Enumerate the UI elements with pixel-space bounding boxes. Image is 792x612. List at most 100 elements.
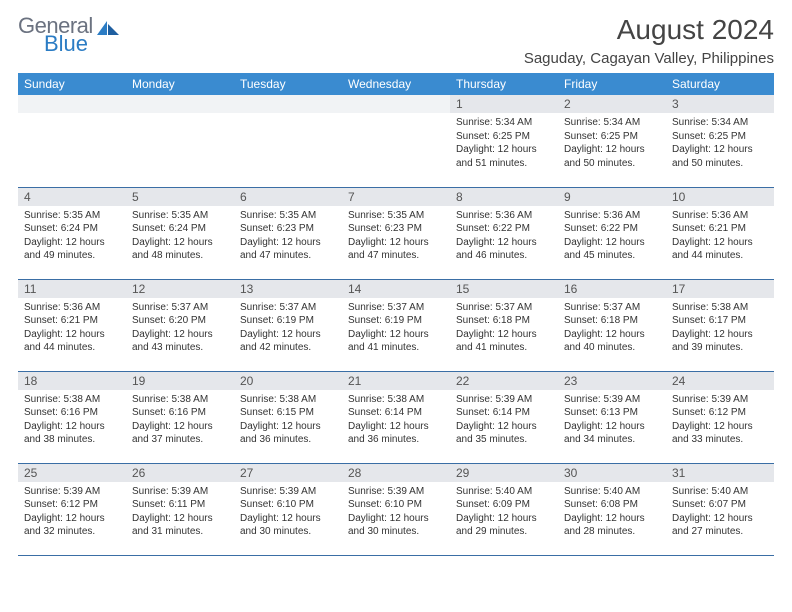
sunset-line: Sunset: 6:15 PM — [240, 406, 336, 420]
daylight-line: Daylight: 12 hours and 28 minutes. — [564, 512, 660, 539]
sunset-line: Sunset: 6:25 PM — [672, 130, 768, 144]
day-number: 19 — [126, 372, 234, 390]
weekday-header: Monday — [126, 73, 234, 95]
calendar-cell: 8Sunrise: 5:36 AMSunset: 6:22 PMDaylight… — [450, 187, 558, 279]
day-number — [342, 95, 450, 113]
daylight-line: Daylight: 12 hours and 50 minutes. — [564, 143, 660, 170]
calendar-cell: 1Sunrise: 5:34 AMSunset: 6:25 PMDaylight… — [450, 95, 558, 187]
sunrise-line: Sunrise: 5:40 AM — [672, 485, 768, 499]
sunset-line: Sunset: 6:23 PM — [240, 222, 336, 236]
calendar-cell: 21Sunrise: 5:38 AMSunset: 6:14 PMDayligh… — [342, 371, 450, 463]
day-info: Sunrise: 5:36 AMSunset: 6:22 PMDaylight:… — [450, 206, 558, 267]
daylight-line: Daylight: 12 hours and 30 minutes. — [348, 512, 444, 539]
day-number: 1 — [450, 95, 558, 113]
daylight-line: Daylight: 12 hours and 50 minutes. — [672, 143, 768, 170]
day-info: Sunrise: 5:40 AMSunset: 6:07 PMDaylight:… — [666, 482, 774, 543]
sunset-line: Sunset: 6:22 PM — [456, 222, 552, 236]
weekday-header: Sunday — [18, 73, 126, 95]
daylight-line: Daylight: 12 hours and 39 minutes. — [672, 328, 768, 355]
day-number: 14 — [342, 280, 450, 298]
day-info: Sunrise: 5:35 AMSunset: 6:24 PMDaylight:… — [126, 206, 234, 267]
calendar-cell — [342, 95, 450, 187]
day-number: 30 — [558, 464, 666, 482]
daylight-line: Daylight: 12 hours and 46 minutes. — [456, 236, 552, 263]
day-info: Sunrise: 5:35 AMSunset: 6:23 PMDaylight:… — [234, 206, 342, 267]
calendar-cell: 16Sunrise: 5:37 AMSunset: 6:18 PMDayligh… — [558, 279, 666, 371]
calendar-cell — [126, 95, 234, 187]
weekday-header: Friday — [558, 73, 666, 95]
day-info: Sunrise: 5:38 AMSunset: 6:16 PMDaylight:… — [18, 390, 126, 451]
day-number: 20 — [234, 372, 342, 390]
day-info: Sunrise: 5:37 AMSunset: 6:19 PMDaylight:… — [234, 298, 342, 359]
sunrise-line: Sunrise: 5:39 AM — [132, 485, 228, 499]
sunset-line: Sunset: 6:08 PM — [564, 498, 660, 512]
sunset-line: Sunset: 6:16 PM — [24, 406, 120, 420]
sunrise-line: Sunrise: 5:39 AM — [672, 393, 768, 407]
day-number: 7 — [342, 188, 450, 206]
sunset-line: Sunset: 6:17 PM — [672, 314, 768, 328]
day-number — [126, 95, 234, 113]
sunset-line: Sunset: 6:18 PM — [456, 314, 552, 328]
day-number: 24 — [666, 372, 774, 390]
daylight-line: Daylight: 12 hours and 34 minutes. — [564, 420, 660, 447]
daylight-line: Daylight: 12 hours and 49 minutes. — [24, 236, 120, 263]
daylight-line: Daylight: 12 hours and 37 minutes. — [132, 420, 228, 447]
day-number — [18, 95, 126, 113]
day-info: Sunrise: 5:39 AMSunset: 6:11 PMDaylight:… — [126, 482, 234, 543]
day-number: 23 — [558, 372, 666, 390]
sunset-line: Sunset: 6:24 PM — [24, 222, 120, 236]
day-info: Sunrise: 5:36 AMSunset: 6:21 PMDaylight:… — [666, 206, 774, 267]
logo-text-blue: Blue — [44, 32, 119, 55]
day-info: Sunrise: 5:36 AMSunset: 6:22 PMDaylight:… — [558, 206, 666, 267]
sunrise-line: Sunrise: 5:37 AM — [132, 301, 228, 315]
day-number: 25 — [18, 464, 126, 482]
day-info: Sunrise: 5:38 AMSunset: 6:16 PMDaylight:… — [126, 390, 234, 451]
calendar-cell: 31Sunrise: 5:40 AMSunset: 6:07 PMDayligh… — [666, 463, 774, 555]
sunset-line: Sunset: 6:19 PM — [348, 314, 444, 328]
sunrise-line: Sunrise: 5:37 AM — [240, 301, 336, 315]
sunrise-line: Sunrise: 5:36 AM — [456, 209, 552, 223]
day-number: 28 — [342, 464, 450, 482]
day-number: 22 — [450, 372, 558, 390]
daylight-line: Daylight: 12 hours and 41 minutes. — [348, 328, 444, 355]
day-info: Sunrise: 5:37 AMSunset: 6:20 PMDaylight:… — [126, 298, 234, 359]
sunset-line: Sunset: 6:10 PM — [240, 498, 336, 512]
day-info: Sunrise: 5:35 AMSunset: 6:24 PMDaylight:… — [18, 206, 126, 267]
sunset-line: Sunset: 6:20 PM — [132, 314, 228, 328]
day-info: Sunrise: 5:39 AMSunset: 6:12 PMDaylight:… — [18, 482, 126, 543]
calendar-cell: 6Sunrise: 5:35 AMSunset: 6:23 PMDaylight… — [234, 187, 342, 279]
weekday-header: Tuesday — [234, 73, 342, 95]
sunrise-line: Sunrise: 5:36 AM — [564, 209, 660, 223]
day-info: Sunrise: 5:38 AMSunset: 6:15 PMDaylight:… — [234, 390, 342, 451]
sunrise-line: Sunrise: 5:34 AM — [672, 116, 768, 130]
calendar-cell: 24Sunrise: 5:39 AMSunset: 6:12 PMDayligh… — [666, 371, 774, 463]
sunrise-line: Sunrise: 5:39 AM — [564, 393, 660, 407]
day-number: 3 — [666, 95, 774, 113]
calendar-cell: 23Sunrise: 5:39 AMSunset: 6:13 PMDayligh… — [558, 371, 666, 463]
sunrise-line: Sunrise: 5:39 AM — [456, 393, 552, 407]
logo-sail-icon — [97, 19, 119, 35]
sunrise-line: Sunrise: 5:39 AM — [348, 485, 444, 499]
daylight-line: Daylight: 12 hours and 29 minutes. — [456, 512, 552, 539]
day-number: 10 — [666, 188, 774, 206]
sunrise-line: Sunrise: 5:40 AM — [564, 485, 660, 499]
sunrise-line: Sunrise: 5:38 AM — [672, 301, 768, 315]
day-info: Sunrise: 5:38 AMSunset: 6:14 PMDaylight:… — [342, 390, 450, 451]
calendar-row: 25Sunrise: 5:39 AMSunset: 6:12 PMDayligh… — [18, 463, 774, 555]
day-number: 21 — [342, 372, 450, 390]
calendar-row: 11Sunrise: 5:36 AMSunset: 6:21 PMDayligh… — [18, 279, 774, 371]
day-info: Sunrise: 5:37 AMSunset: 6:19 PMDaylight:… — [342, 298, 450, 359]
calendar-cell: 20Sunrise: 5:38 AMSunset: 6:15 PMDayligh… — [234, 371, 342, 463]
daylight-line: Daylight: 12 hours and 41 minutes. — [456, 328, 552, 355]
sunset-line: Sunset: 6:11 PM — [132, 498, 228, 512]
calendar-body: 1Sunrise: 5:34 AMSunset: 6:25 PMDaylight… — [18, 95, 774, 555]
day-number: 2 — [558, 95, 666, 113]
calendar-cell: 12Sunrise: 5:37 AMSunset: 6:20 PMDayligh… — [126, 279, 234, 371]
daylight-line: Daylight: 12 hours and 48 minutes. — [132, 236, 228, 263]
calendar-cell: 26Sunrise: 5:39 AMSunset: 6:11 PMDayligh… — [126, 463, 234, 555]
sunrise-line: Sunrise: 5:35 AM — [348, 209, 444, 223]
day-number: 16 — [558, 280, 666, 298]
day-info: Sunrise: 5:39 AMSunset: 6:14 PMDaylight:… — [450, 390, 558, 451]
sunrise-line: Sunrise: 5:38 AM — [240, 393, 336, 407]
sunset-line: Sunset: 6:25 PM — [564, 130, 660, 144]
